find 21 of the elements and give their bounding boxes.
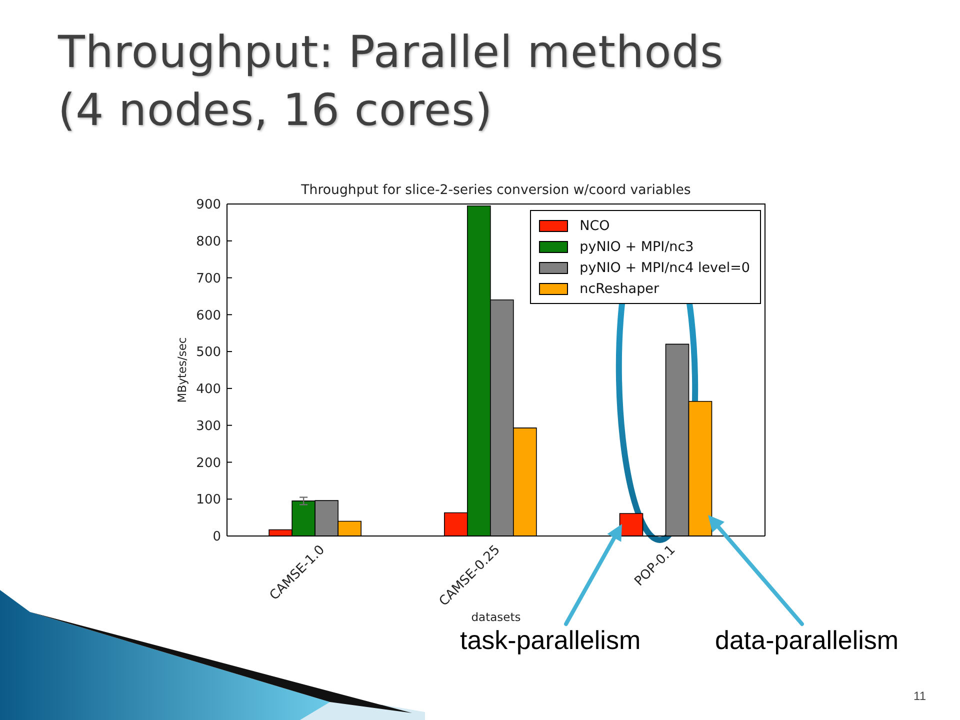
legend-label: pyNIO + MPI/nc4 level=0 <box>580 260 750 276</box>
y-tick-label: 800 <box>196 234 221 250</box>
y-axis-title: MBytes/sec <box>175 337 189 403</box>
y-tick-label: 300 <box>196 418 221 434</box>
y-tick-label: 200 <box>196 456 221 471</box>
y-tick-label: 900 <box>196 198 221 213</box>
chart-subtitle: Throughput for slice-2-series conversion w/coord variables <box>300 183 692 198</box>
y-tick-label: 400 <box>196 382 221 398</box>
y-tick-label: 100 <box>196 492 221 508</box>
text: 11 <box>914 689 926 704</box>
y-tick-label: 500 <box>196 345 221 360</box>
y-tick-label: 600 <box>196 308 221 324</box>
legend-label: pyNIO + MPI/nc3 <box>580 238 694 254</box>
chart-title: Throughput: Parallel methods (4 nodes, 16 cores) <box>58 26 724 138</box>
text: data-parallelism <box>715 625 899 656</box>
legend-label: ncReshaper <box>580 280 660 296</box>
y-tick-label: 700 <box>196 271 221 286</box>
legend-label: NCO <box>580 218 610 234</box>
y-tick-label: 0 <box>212 530 221 545</box>
text: task-parallelism <box>460 625 641 656</box>
x-axis-title: datasets <box>471 610 521 624</box>
